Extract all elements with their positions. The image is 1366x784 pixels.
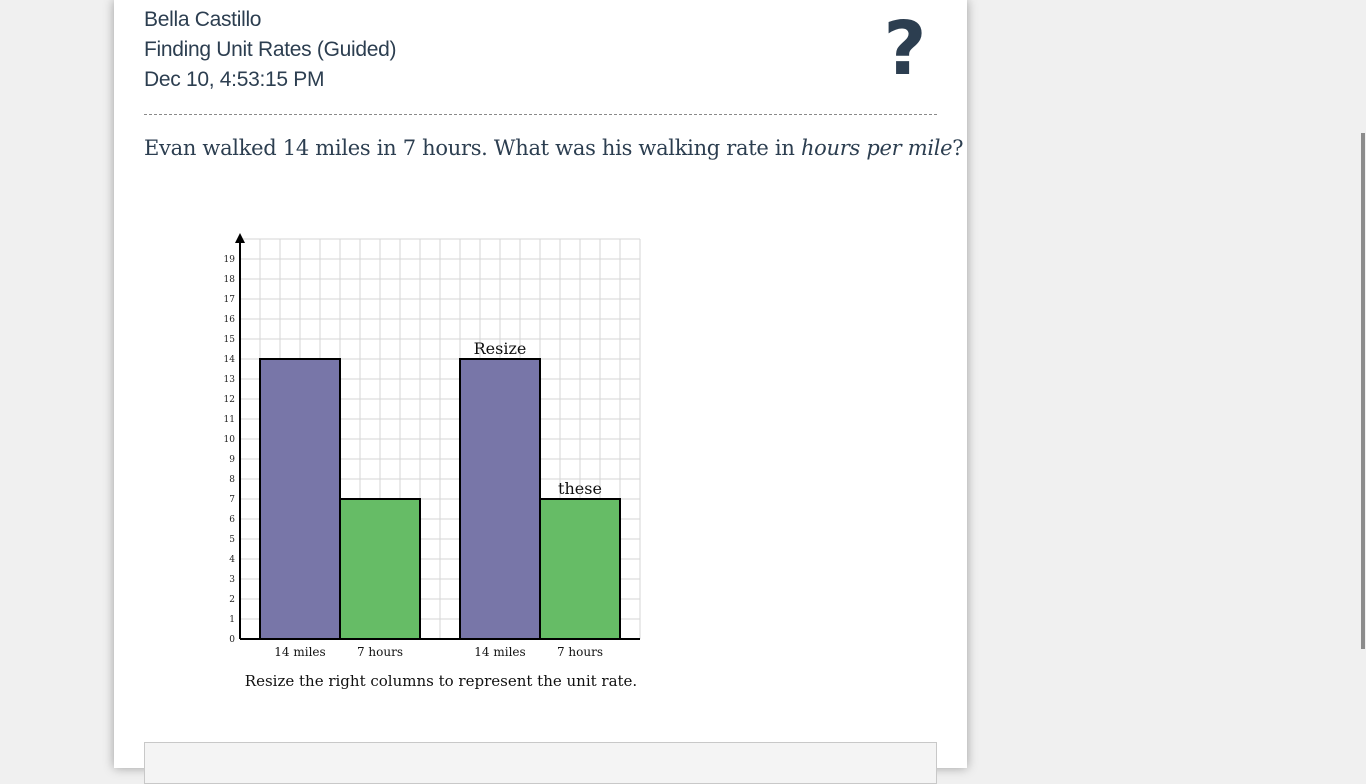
problem-card: Bella Castillo Finding Unit Rates (Guide…: [114, 0, 967, 784]
y-tick-label: 19: [224, 255, 236, 265]
y-tick-label: 11: [224, 415, 235, 425]
y-tick-label: 1: [229, 615, 235, 625]
y-tick-label: 9: [229, 455, 235, 465]
y-tick-label: 13: [224, 375, 236, 385]
y-tick-label: 4: [229, 555, 235, 565]
chart-annotations: Resize these: [474, 339, 602, 498]
x-tick-label: 14 miles: [474, 645, 525, 659]
help-icon[interactable]: ?: [883, 6, 927, 92]
question-text: Evan walked 14 miles in 7 hours. What wa…: [144, 136, 964, 160]
question-emphasis: hours per mile: [800, 136, 953, 160]
bar-4[interactable]: [539, 498, 621, 640]
y-tick-label: 16: [224, 315, 236, 325]
x-tick-label: 14 miles: [274, 645, 325, 659]
y-tick-label: 2: [229, 595, 235, 605]
x-tick-label: 7 hours: [357, 645, 403, 659]
y-tick-label: 12: [224, 395, 235, 405]
bar-1: [259, 358, 341, 640]
y-tick-label: 6: [229, 515, 235, 525]
y-tick-label: 15: [224, 335, 236, 345]
timestamp: Dec 10, 4:53:15 PM: [144, 68, 325, 91]
y-tick-label: 14: [224, 355, 236, 365]
chart-bars: [259, 358, 621, 640]
question-text-end: ?: [952, 136, 964, 160]
student-name: Bella Castillo: [144, 8, 262, 31]
x-tick-labels: 14 miles 7 hours 14 miles 7 hours: [274, 645, 603, 659]
y-axis-arrow: [235, 233, 245, 243]
chart-caption: Resize the right columns to represent th…: [245, 672, 637, 690]
y-tick-label: 10: [224, 435, 236, 445]
y-tick-label: 18: [224, 275, 236, 285]
x-tick-label: 7 hours: [557, 645, 603, 659]
chart-axes: [235, 233, 640, 640]
answer-box[interactable]: [144, 742, 937, 784]
y-tick-label: 17: [224, 295, 236, 305]
y-tick-label: 7: [229, 495, 235, 505]
y-tick-label: 3: [229, 575, 235, 585]
bar-2: [339, 498, 421, 640]
y-tick-label: 5: [229, 535, 235, 545]
header-divider: [144, 114, 937, 115]
scrollbar-thumb[interactable]: [1361, 133, 1365, 649]
annotation-label: these: [558, 479, 602, 498]
y-tick-label: 0: [229, 635, 235, 645]
assignment-title: Finding Unit Rates (Guided): [144, 38, 397, 61]
bar-3[interactable]: [459, 358, 541, 640]
y-tick-label: 8: [229, 475, 235, 485]
annotation-label: Resize: [474, 339, 527, 358]
question-text-start: Evan walked 14 miles in 7 hours. What wa…: [144, 136, 801, 160]
